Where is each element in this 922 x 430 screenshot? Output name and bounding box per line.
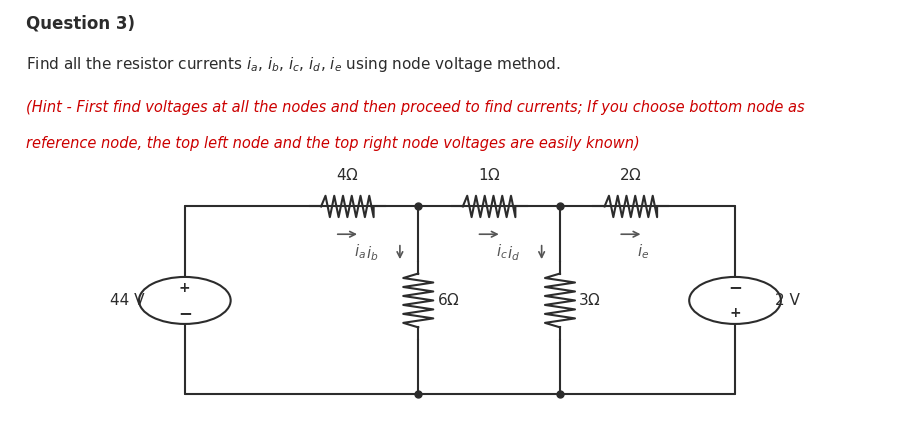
Text: Question 3): Question 3): [27, 14, 136, 32]
Text: +: +: [179, 280, 191, 295]
Text: −: −: [178, 304, 192, 322]
Text: +: +: [729, 306, 741, 320]
Text: 3$\Omega$: 3$\Omega$: [578, 292, 601, 308]
Text: reference node, the top left node and the top right node voltages are easily kno: reference node, the top left node and th…: [27, 136, 640, 151]
Text: 6$\Omega$: 6$\Omega$: [437, 292, 459, 308]
Text: $i_e$: $i_e$: [637, 243, 649, 261]
Text: 1$\Omega$: 1$\Omega$: [478, 167, 501, 183]
Text: 4$\Omega$: 4$\Omega$: [336, 167, 359, 183]
Text: $i_b$: $i_b$: [366, 244, 378, 263]
Text: $i_c$: $i_c$: [496, 243, 508, 261]
Text: 44 V: 44 V: [111, 293, 145, 308]
Text: 2 V: 2 V: [775, 293, 800, 308]
Text: −: −: [728, 279, 742, 297]
Text: $i_d$: $i_d$: [507, 244, 520, 263]
Text: (Hint - First find voltages at all the nodes and then proceed to find currents; : (Hint - First find voltages at all the n…: [27, 100, 805, 115]
Text: Find all the resistor currents $i_a$, $i_b$, $i_c$, $i_d$, $i_e$ using node volt: Find all the resistor currents $i_a$, $i…: [27, 55, 561, 74]
Text: $i_a$: $i_a$: [354, 243, 366, 261]
Text: 2$\Omega$: 2$\Omega$: [620, 167, 643, 183]
